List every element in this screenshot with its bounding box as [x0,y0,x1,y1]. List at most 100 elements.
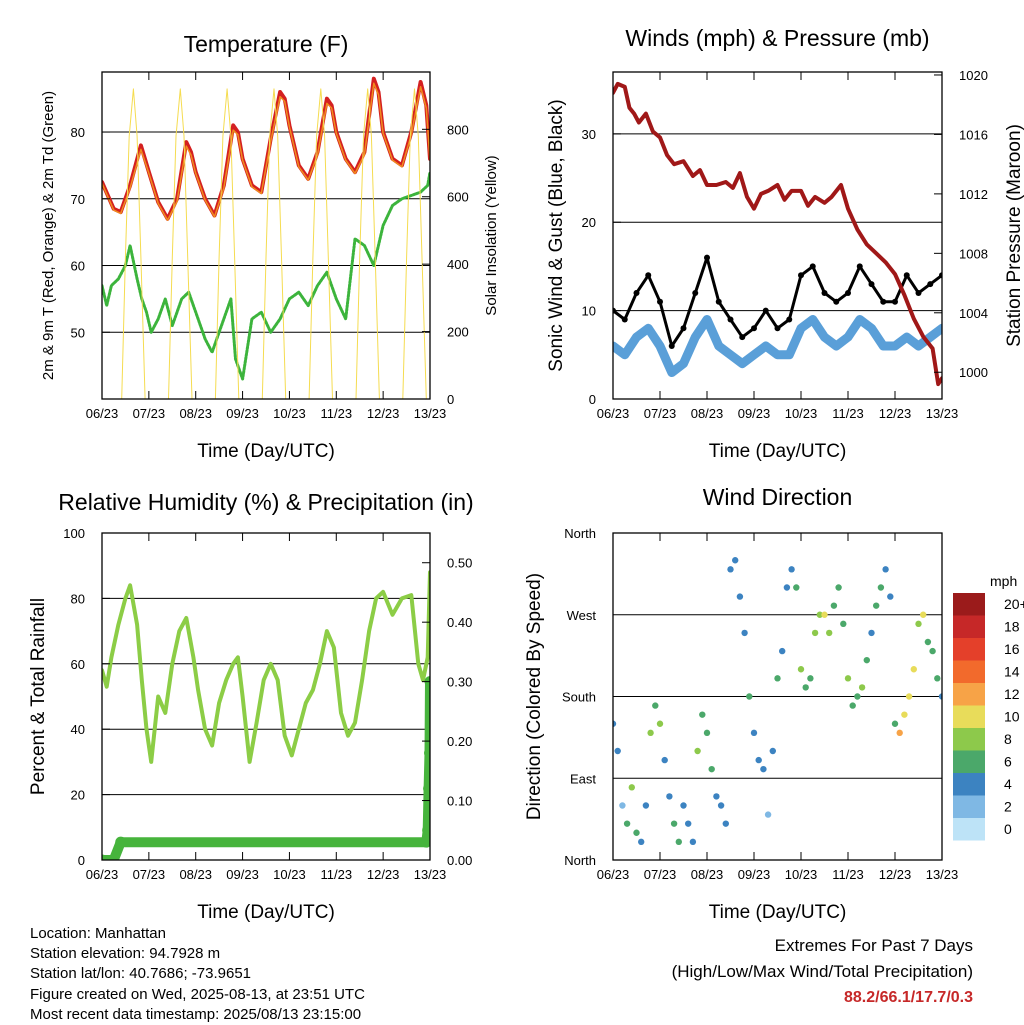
data-timestamp: Most recent data timestamp: 2025/08/13 2… [30,1005,362,1023]
wind-direction-point [877,584,885,591]
y-tick-label: 20 [582,215,596,230]
x-tick-label: 10/23 [273,867,306,882]
y-tick-label: 40 [71,722,85,737]
legend-swatch [953,683,985,706]
data-point-gust [633,289,640,296]
data-point-total-rainfall [115,836,127,848]
wind-direction-point [708,765,715,773]
wind-direction-point [854,693,861,700]
figure-created: Figure created on Wed, 2025-08-13, at 23… [30,985,365,1003]
plot-area [102,570,430,860]
y2-axis-label: Station Pressure (Maroon) [1004,124,1024,347]
wind-direction-point [858,684,866,691]
wind-direction-point [901,711,908,718]
y-tick-label: 80 [71,125,85,140]
wind-direction-point [732,557,739,564]
data-point-gust [892,298,898,305]
data-point-gust [751,325,757,332]
x-tick-label: 12/23 [367,406,400,421]
series-2m-td [102,170,430,381]
data-point-total-rainfall [422,824,430,836]
wind-direction-point [797,666,805,673]
legend-label: 2 [1004,799,1012,815]
wind-direction-point [736,593,744,600]
x-tick-label: 09/23 [738,406,771,421]
y-tick-label: 70 [71,192,85,207]
wind-direction-point [929,647,936,655]
x-tick-label: 07/23 [644,406,677,421]
wind-direction-point [638,838,645,846]
data-point-gust [903,272,910,279]
data-point-gust [680,325,687,332]
y-axis-label: 2m & 9m T (Red, Orange) & 2m Td (Green) [40,91,57,380]
x-tick-label: 13/23 [926,406,959,421]
x-tick-label: 06/23 [86,867,119,882]
wind-direction-point [896,729,903,737]
y2-tick-label: 400 [447,257,469,272]
wind-direction-point [613,720,617,727]
data-point-gust [833,298,840,305]
wind-direction-point [741,629,748,637]
y2-tick-label: 0.10 [447,794,472,809]
y-axis-label: Percent & Total Rainfall [28,598,49,795]
wind-direction-point [924,638,932,646]
legend-swatch [953,728,985,751]
wind-direction-point [802,684,809,691]
x-tick-label: 13/23 [926,867,959,882]
plot-area [102,76,430,399]
data-point-gust [739,334,746,341]
wind-direction-point [652,702,659,709]
weather-dashboard-charts: Temperature (F) 06/23 07/23 08/23 09/23 10/23… [28,25,1024,923]
wind-direction-point [633,829,640,836]
data-point-gust [692,289,699,296]
series-9m-t [102,82,430,221]
y2-tick-label: 1008 [959,246,988,261]
data-point-gust [868,281,875,288]
plot-area [613,557,942,846]
data-point-gust [668,342,675,349]
station-elevation: Station elevation: 94.7928 m [30,945,221,963]
extremes-title: Extremes For Past 7 Days [774,936,973,955]
wind-direction-point [840,620,847,628]
wind-direction-point [623,820,631,827]
legend-swatch [953,795,985,818]
extremes-panel: Extremes For Past 7 Days (High/Low/Max W… [672,933,973,1011]
y2-tick-label: 1004 [959,306,988,321]
series-2m-t [102,76,430,221]
y-tick-label: 60 [71,657,85,672]
legend-label: 20+ [1004,596,1024,612]
chart-title: Relative Humidity (%) & Precipitation (i… [58,489,473,515]
legend-swatch [953,818,985,841]
wind-direction-point [816,611,823,618]
y2-tick-label: 0.30 [447,675,472,690]
x-tick-label: 09/23 [226,867,259,882]
y2-tick-label: 0.00 [447,853,472,868]
y2-axis-label: Solar Insolation (Yellow) [483,155,500,315]
wind-direction-point [642,802,650,809]
data-point-gust [927,281,934,288]
x-tick-label: 11/23 [320,867,352,882]
legend-label: 4 [1004,776,1012,792]
chart-panel-2: Winds (mph) & Pressure (mb) 06/23 07/23 08/… [546,25,1024,462]
y2-tick-label: 1012 [959,187,988,202]
legend-label: 6 [1004,754,1012,770]
series-station-pressure [613,81,942,387]
wind-direction-point [628,784,635,791]
wind-direction-point [755,756,762,764]
y2-tick-label: 1016 [959,127,988,142]
y-tick-label: 80 [71,591,85,606]
data-point-gust [845,289,851,296]
x-axis-label: Time (Day/UTC) [197,441,335,462]
y2-tick-label: 1000 [959,365,988,380]
x-tick-label: 08/23 [691,406,724,421]
legend-label: 8 [1004,731,1012,747]
chart-panel-3: Relative Humidity (%) & Precipitation (i… [28,489,474,923]
plot-area [613,81,942,387]
wind-direction-point [849,702,856,709]
x-tick-label: 06/23 [86,406,119,421]
data-point-total-rainfall [102,854,108,860]
wind-direction-point [910,666,917,673]
station-location: Location: Manhattan [30,925,166,942]
y2-tick-label: 0.20 [447,734,472,749]
data-point-gust [821,289,828,296]
